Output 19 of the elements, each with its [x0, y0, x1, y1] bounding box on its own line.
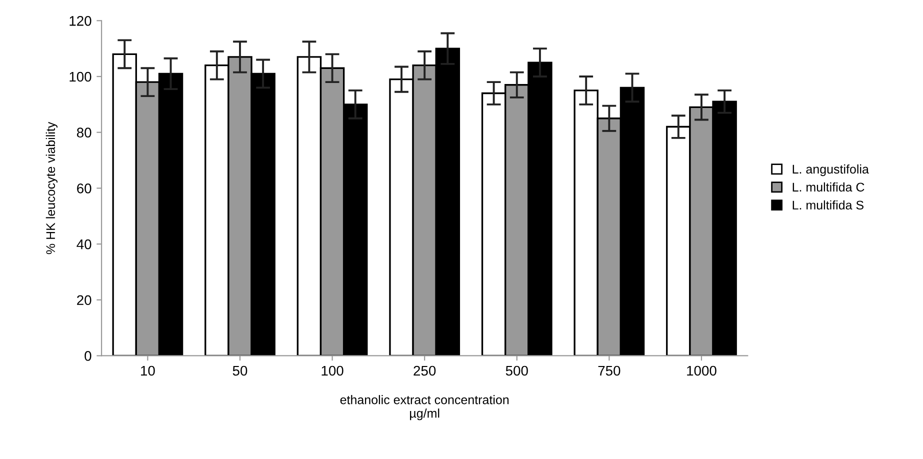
x-tick-label: 100 — [322, 366, 344, 376]
y-tick-label: 40 — [76, 239, 92, 250]
y-tick-label: 120 — [70, 16, 92, 26]
x-axis-title: ethanolic extract concentration µg/ml — [340, 395, 509, 420]
x-tick-label: 1000 — [687, 366, 716, 376]
legend-label: L. multifida C — [792, 182, 864, 192]
y-tick-label: 0 — [84, 351, 92, 361]
y-tick-label: 20 — [77, 295, 92, 306]
x-tick-label: 50 — [232, 366, 248, 376]
y-tick-label: 100 — [70, 72, 92, 82]
legend-label: L. multifida S — [792, 200, 864, 210]
y-axis-title: % HK leucocyte viability — [46, 122, 58, 254]
x-tick-label: 10 — [141, 366, 155, 376]
legend-label: L. angustifolia — [792, 164, 869, 176]
y-tick-label: 60 — [77, 184, 92, 194]
x-tick-label: 250 — [414, 366, 436, 376]
x-tick-label: 750 — [598, 366, 620, 376]
y-tick-label: 80 — [76, 128, 92, 138]
x-tick-label: 500 — [506, 366, 528, 376]
